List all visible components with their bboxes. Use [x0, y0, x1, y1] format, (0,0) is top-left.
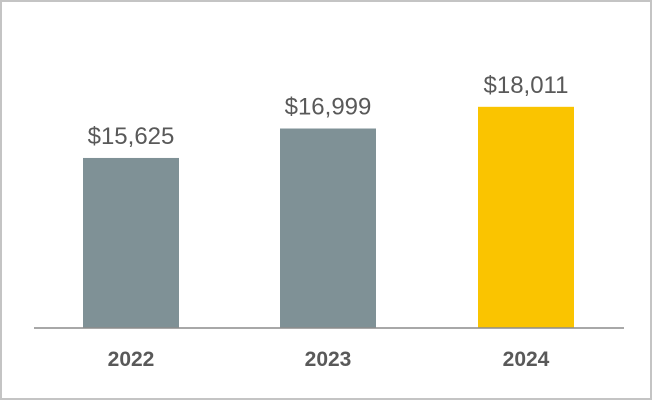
x-tick-label-2023: 2023	[305, 348, 352, 371]
value-label-2022: $15,625	[88, 123, 175, 150]
x-tick-label-2022: 2022	[108, 348, 155, 371]
bar-series	[83, 106, 574, 328]
x-tick-label-2024: 2024	[503, 348, 550, 371]
bar-2023	[280, 128, 376, 328]
value-label-2024: $18,011	[484, 72, 569, 99]
value-label-2023: $16,999	[285, 94, 372, 121]
value-labels: $15,625 $16,999 $18,011	[88, 72, 569, 150]
x-tick-labels: 2022 2023 2024	[108, 348, 550, 371]
bar-2022	[83, 157, 179, 328]
bar-2024	[478, 106, 574, 328]
